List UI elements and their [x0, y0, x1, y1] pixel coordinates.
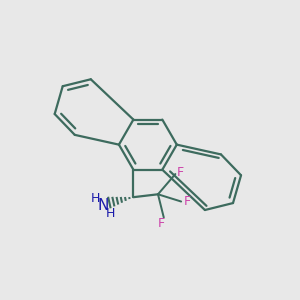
Text: F: F — [158, 218, 165, 230]
Text: H: H — [91, 192, 100, 205]
Text: N: N — [98, 198, 109, 213]
Text: H: H — [106, 207, 115, 220]
Text: F: F — [184, 195, 191, 208]
Text: F: F — [177, 167, 184, 179]
